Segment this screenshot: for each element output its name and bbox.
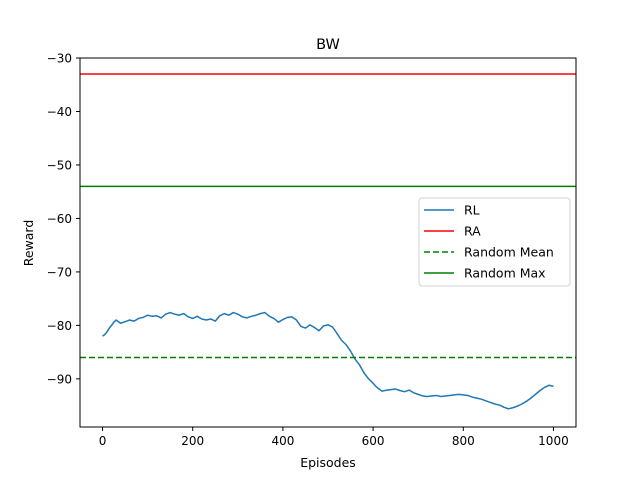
x-tick-label: 800 (452, 434, 475, 448)
x-tick-label: 200 (181, 434, 204, 448)
y-tick-label: −50 (47, 158, 72, 172)
legend-box (418, 197, 571, 287)
y-axis-ticks: −90 −80 −70 −60 −50 −40 −30 (47, 52, 80, 386)
y-tick-label: −90 (47, 372, 72, 386)
y-axis-label: Reward (21, 220, 36, 267)
legend-label-rl: RL (464, 203, 480, 218)
x-tick-label: 400 (271, 434, 294, 448)
y-tick-label: −80 (47, 319, 72, 333)
series-layer (80, 73, 576, 410)
legend-label-random-mean: Random Mean (464, 245, 554, 260)
chart-title: BW (316, 37, 340, 53)
x-axis-ticks: 0 200 400 600 800 1000 (99, 427, 569, 448)
y-tick-label: −30 (47, 52, 72, 66)
legend: RL RA Random Mean Random Max (418, 197, 571, 287)
y-tick-label: −60 (47, 212, 72, 226)
series-rl-line (102, 311, 554, 410)
legend-label-ra: RA (464, 224, 481, 239)
y-tick-label: −70 (47, 265, 72, 279)
x-tick-label: 1000 (538, 434, 569, 448)
x-tick-label: 0 (99, 434, 107, 448)
x-tick-label: 600 (362, 434, 385, 448)
legend-label-random-max: Random Max (464, 266, 546, 281)
y-tick-label: −40 (47, 105, 72, 119)
x-axis-label: Episodes (300, 455, 356, 470)
plot-frame (79, 57, 577, 428)
